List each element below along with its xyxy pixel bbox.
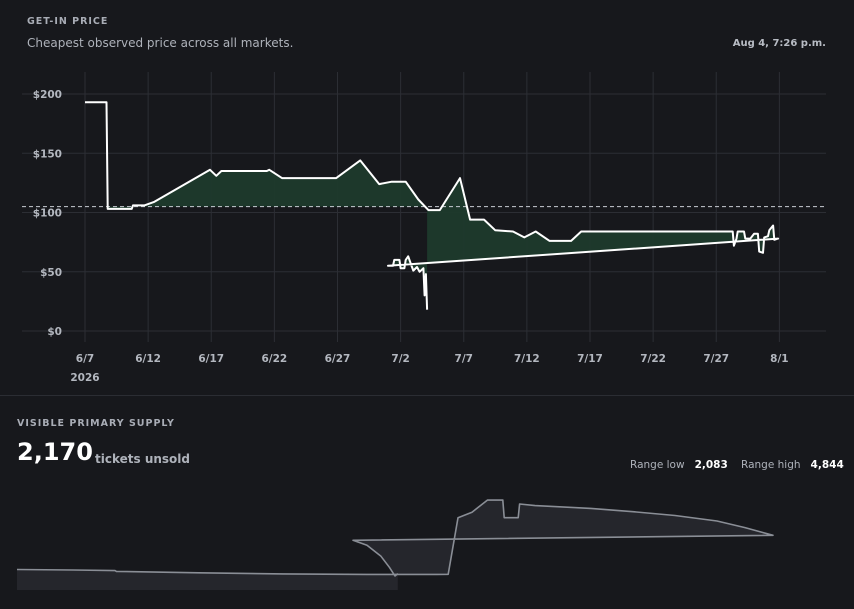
price-chart: $200$150$100$50$06/7 6/12 6/17 6/22 6/27 7/2 7… <box>22 72 826 384</box>
range-high-value: 4,844 <box>810 459 844 471</box>
supply-kicker: VISIBLE PRIMARY SUPPLY <box>17 418 175 429</box>
tickets-unsold-label: tickets unsold <box>95 452 190 466</box>
last-updated-timestamp: Aug 4, 7:26 p.m. <box>732 38 826 49</box>
x-tick-label: 6/22 <box>261 353 287 365</box>
supply-area <box>17 500 773 590</box>
range-low-value: 2,083 <box>694 459 728 471</box>
x-tick-label: 7/7 <box>455 353 473 365</box>
y-tick-label: $100 <box>33 208 62 220</box>
range-low: Range low 2,083 <box>630 459 728 471</box>
x-tick-label: 7/17 <box>577 353 603 365</box>
y-tick-label: $150 <box>33 148 62 160</box>
x-tick-label: 6/7 <box>76 353 94 365</box>
x-year-label: 2026 <box>70 372 99 384</box>
range-high-label: Range high <box>741 459 801 471</box>
range-low-label: Range low <box>630 459 685 471</box>
chart-kicker: GET-IN PRICE <box>27 16 109 27</box>
supply-line <box>16 499 774 577</box>
y-tick-label: $200 <box>33 89 62 101</box>
x-tick-label: 6/17 <box>198 353 224 365</box>
chart-subtitle: Cheapest observed price across all marke… <box>27 36 294 50</box>
x-tick-label: 7/2 <box>391 353 409 365</box>
section-divider <box>0 395 854 396</box>
x-tick-label: 6/27 <box>325 353 351 365</box>
price-line <box>85 101 780 310</box>
x-tick-label: 7/27 <box>703 353 729 365</box>
x-tick-label: 7/22 <box>640 353 666 365</box>
x-tick-label: 6/12 <box>135 353 161 365</box>
x-tick-label: 7/12 <box>514 353 540 365</box>
below-reference-fill <box>107 160 779 310</box>
range-high: Range high 4,844 <box>741 459 844 471</box>
x-tick-label: 8/1 <box>770 353 788 365</box>
y-tick-label: $0 <box>47 326 62 338</box>
y-tick-label: $50 <box>40 267 62 279</box>
tickets-unsold-count: 2,170 <box>17 438 93 466</box>
